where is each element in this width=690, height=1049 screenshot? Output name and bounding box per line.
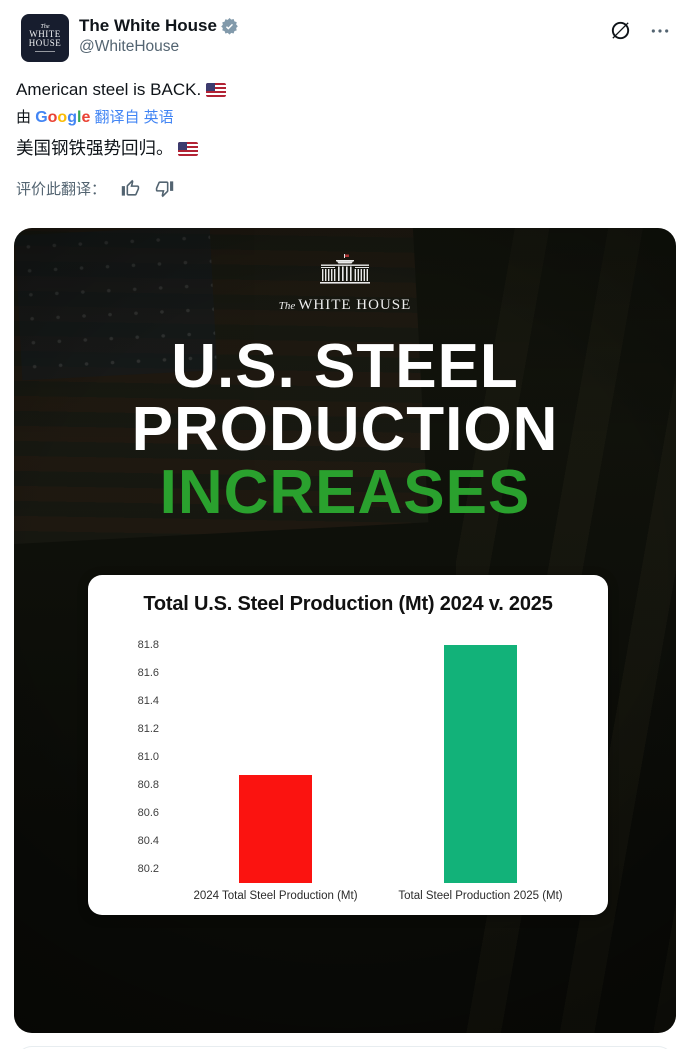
y-tick-label: 81.2: [137, 723, 159, 735]
translated-text: 美国钢铁强势回归。: [0, 128, 690, 161]
chart-x-labels: 2024 Total Steel Production (Mt) Total St…: [173, 890, 583, 902]
display-name[interactable]: The White House: [79, 16, 217, 35]
google-logo-letter: e: [81, 109, 91, 126]
y-tick-label: 80.8: [137, 779, 159, 791]
chart-y-axis: 81.8 81.6 81.4 81.2 81.0 80.8 80.6 80.4 80.2: [88, 631, 173, 883]
tweet-image[interactable]: The WHITE HOUSE U.S. STEEL PRODUCTION INC…: [14, 228, 676, 1033]
y-tick-label: 80.6: [137, 807, 159, 819]
author-names: The White House @WhiteHouse: [79, 14, 609, 57]
us-flag-icon: [205, 83, 226, 97]
verified-badge-icon: [220, 17, 239, 36]
avatar-text: WHITE: [29, 29, 61, 39]
avatar-text: The: [40, 24, 50, 30]
rate-translation-row: 评价此翻译：: [0, 161, 690, 199]
google-logo-letter: g: [67, 109, 77, 126]
y-tick-label: 81.6: [137, 667, 159, 679]
tweet-text-content: American steel is BACK.: [16, 80, 202, 99]
avatar-text: HOUSE: [28, 38, 62, 48]
avatar[interactable]: The WHITE HOUSE: [21, 14, 69, 62]
white-house-logo: The WHITE HOUSE: [14, 254, 676, 314]
chart-title: Total U.S. Steel Production (Mt) 2024 v.…: [143, 593, 553, 615]
translated-from-link[interactable]: 翻译自 英语: [94, 109, 174, 126]
header-actions: [609, 14, 674, 42]
headline-line-1: U.S. STEEL: [171, 332, 519, 401]
x-category-label: 2024 Total Steel Production (Mt): [193, 890, 358, 902]
x-category-label: Total Steel Production 2025 (Mt): [398, 890, 563, 902]
chart-plot: [173, 631, 583, 883]
more-ellipsis-icon[interactable]: [650, 21, 670, 41]
white-house-building-icon: [320, 254, 370, 284]
us-flag-icon: [178, 142, 199, 156]
y-tick-label: 81.4: [137, 695, 159, 707]
google-logo-letter: o: [47, 109, 58, 126]
bar-slot: [378, 631, 583, 883]
headline-line-3: INCREASES: [159, 458, 531, 527]
tweet-text: American steel is BACK.: [0, 62, 690, 102]
google-logo-letter: l: [76, 109, 82, 126]
google-logo-letter: o: [57, 109, 68, 126]
user-handle[interactable]: @WhiteHouse: [79, 38, 180, 55]
headline: U.S. STEEL PRODUCTION INCREASES: [14, 335, 676, 524]
google-logo: Google: [35, 109, 90, 126]
chart-card: Total U.S. Steel Production (Mt) 2024 v.…: [88, 575, 608, 915]
y-tick-label: 81.0: [137, 751, 159, 763]
google-logo-letter: G: [35, 109, 48, 126]
bar-slot: [173, 631, 378, 883]
thumb-down-icon[interactable]: [155, 179, 174, 198]
bar-2024: [239, 775, 312, 883]
translation-attribution: 由 Google 翻译自 英语: [0, 102, 690, 128]
headline-line-2: PRODUCTION: [131, 395, 559, 464]
y-tick-label: 81.8: [137, 639, 159, 651]
translated-text-content: 美国钢铁强势回归。: [16, 138, 174, 158]
chart-body: 81.8 81.6 81.4 81.2 81.0 80.8 80.6 80.4 80.2: [88, 631, 608, 883]
avatar-rule: [35, 51, 55, 52]
thumb-up-icon[interactable]: [121, 179, 140, 198]
y-tick-label: 80.4: [137, 835, 159, 847]
white-house-logo-text: The WHITE HOUSE: [278, 297, 412, 313]
bar-2025: [444, 645, 517, 883]
grok-icon[interactable]: [609, 19, 632, 42]
y-tick-label: 80.2: [137, 863, 159, 875]
translation-prefix: 由: [16, 109, 32, 126]
tweet-header: The WHITE HOUSE The White House @WhiteHo…: [0, 0, 690, 62]
rate-translation-label: 评价此翻译：: [16, 181, 107, 198]
